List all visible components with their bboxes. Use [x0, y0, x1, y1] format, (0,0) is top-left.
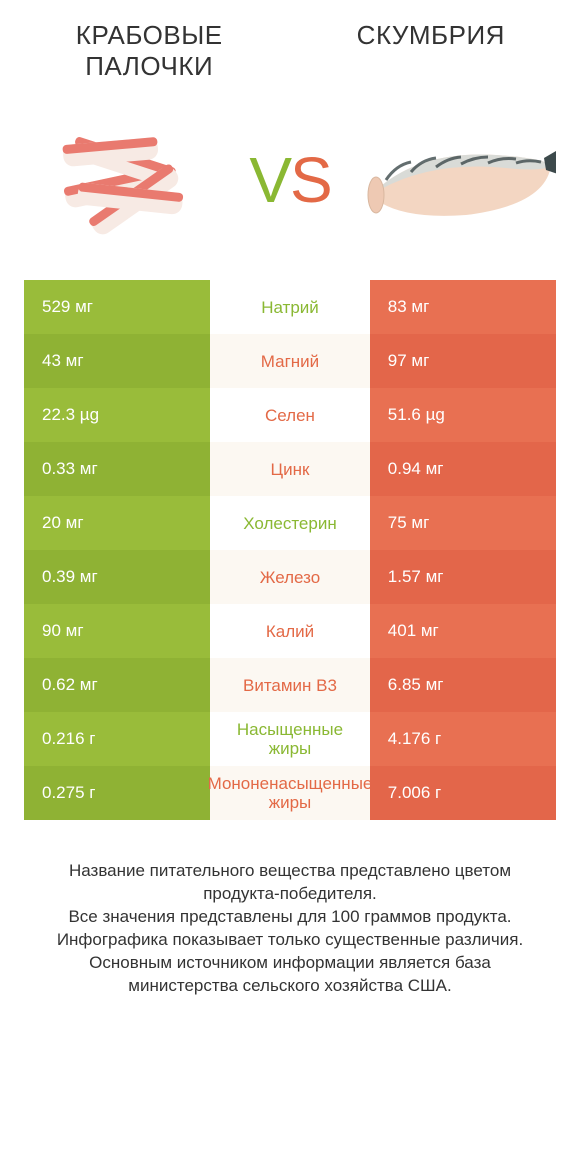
mackerel-image: [356, 110, 556, 250]
value-right: 83 мг: [370, 280, 556, 334]
nutrient-label: Калий: [210, 604, 370, 658]
value-left: 529 мг: [24, 280, 210, 334]
comparison-table: 529 мгНатрий83 мг43 мгМагний97 мг22.3 µg…: [24, 280, 556, 820]
value-right: 4.176 г: [370, 712, 556, 766]
nutrient-label: Насыщенные жиры: [210, 712, 370, 766]
nutrient-label: Цинк: [210, 442, 370, 496]
value-left: 0.39 мг: [24, 550, 210, 604]
value-left: 0.33 мг: [24, 442, 210, 496]
table-row: 43 мгМагний97 мг: [24, 334, 556, 388]
table-row: 0.275 гМононенасыщенные жиры7.006 г: [24, 766, 556, 820]
value-left: 20 мг: [24, 496, 210, 550]
title-right: СКУМБРИЯ: [316, 20, 546, 51]
table-row: 20 мгХолестерин75 мг: [24, 496, 556, 550]
table-row: 0.216 гНасыщенные жиры4.176 г: [24, 712, 556, 766]
title-left: КРАБОВЫЕ ПАЛОЧКИ: [34, 20, 264, 82]
value-right: 1.57 мг: [370, 550, 556, 604]
value-left: 90 мг: [24, 604, 210, 658]
nutrient-label: Магний: [210, 334, 370, 388]
nutrient-label: Мононенасыщенные жиры: [210, 766, 370, 820]
nutrient-label: Железо: [210, 550, 370, 604]
images-row: VS: [24, 100, 556, 280]
value-left: 0.216 г: [24, 712, 210, 766]
value-right: 51.6 µg: [370, 388, 556, 442]
value-left: 22.3 µg: [24, 388, 210, 442]
nutrient-label: Натрий: [210, 280, 370, 334]
value-left: 43 мг: [24, 334, 210, 388]
vs-s: S: [290, 144, 331, 216]
value-right: 7.006 г: [370, 766, 556, 820]
nutrient-label: Холестерин: [210, 496, 370, 550]
table-row: 0.39 мгЖелезо1.57 мг: [24, 550, 556, 604]
value-left: 0.275 г: [24, 766, 210, 820]
nutrient-label: Витамин B3: [210, 658, 370, 712]
table-row: 22.3 µgСелен51.6 µg: [24, 388, 556, 442]
value-right: 401 мг: [370, 604, 556, 658]
vs-v: V: [249, 144, 290, 216]
value-right: 6.85 мг: [370, 658, 556, 712]
value-right: 0.94 мг: [370, 442, 556, 496]
table-row: 0.62 мгВитамин B36.85 мг: [24, 658, 556, 712]
crab-sticks-image: [24, 110, 224, 250]
value-right: 75 мг: [370, 496, 556, 550]
value-left: 0.62 мг: [24, 658, 210, 712]
titles-row: КРАБОВЫЕ ПАЛОЧКИ СКУМБРИЯ: [24, 20, 556, 100]
value-right: 97 мг: [370, 334, 556, 388]
table-row: 90 мгКалий401 мг: [24, 604, 556, 658]
vs-label: VS: [249, 143, 330, 217]
footer-text: Название питательного вещества представл…: [24, 820, 556, 998]
table-row: 0.33 мгЦинк0.94 мг: [24, 442, 556, 496]
table-row: 529 мгНатрий83 мг: [24, 280, 556, 334]
nutrient-label: Селен: [210, 388, 370, 442]
